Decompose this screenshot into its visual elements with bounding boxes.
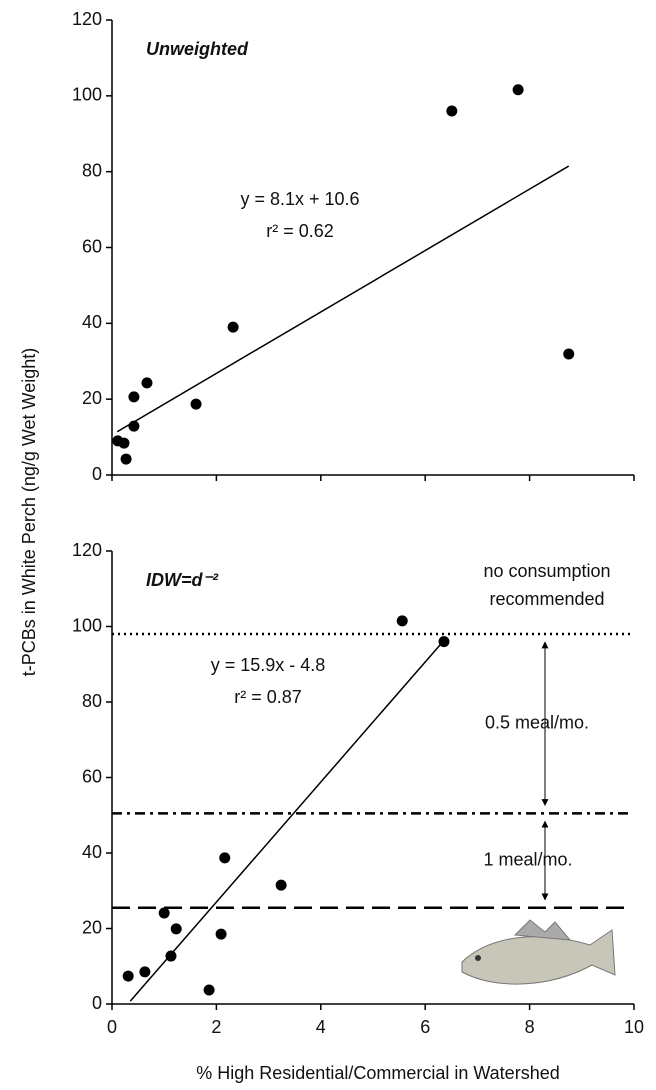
annotation: recommended: [489, 589, 604, 609]
data-point: [170, 923, 182, 935]
y-tick-label: 100: [72, 615, 102, 635]
fit-equation: y = 15.9x - 4.8: [211, 655, 326, 675]
data-point: [275, 879, 287, 891]
y-tick-label: 20: [82, 388, 102, 408]
data-point: [158, 907, 170, 919]
fit-r2: r² = 0.62: [266, 221, 334, 241]
annotation: 0.5 meal/mo.: [485, 712, 589, 732]
y-tick-label: 60: [82, 766, 102, 786]
data-point: [563, 348, 575, 360]
data-point: [219, 852, 231, 864]
x-tick-label: 6: [420, 1017, 430, 1037]
y-tick-label: 120: [72, 9, 102, 29]
data-point: [190, 398, 202, 410]
data-point: [128, 420, 140, 432]
y-tick-label: 100: [72, 85, 102, 105]
data-point: [141, 377, 153, 389]
y-tick-label: 120: [72, 540, 102, 560]
x-tick-label: 8: [525, 1017, 535, 1037]
y-tick-label: 0: [92, 464, 102, 484]
data-point: [118, 437, 130, 449]
data-point: [446, 105, 458, 117]
fit-r2: r² = 0.87: [234, 687, 302, 707]
data-point: [139, 966, 151, 978]
y-tick-label: 80: [82, 691, 102, 711]
annotation: 1 meal/mo.: [483, 849, 572, 869]
x-tick-label: 0: [107, 1017, 117, 1037]
data-point: [396, 615, 408, 627]
regression-line: [116, 165, 570, 433]
data-point: [203, 984, 215, 996]
data-point: [128, 391, 140, 403]
y-tick-label: 40: [82, 312, 102, 332]
regression-line: [129, 640, 445, 1002]
x-tick-label: 2: [211, 1017, 221, 1037]
panel-label: IDW=d⁻²: [146, 570, 219, 590]
x-tick-label: 4: [316, 1017, 326, 1037]
x-tick-label: 10: [624, 1017, 644, 1037]
data-point: [512, 84, 524, 96]
fish-illustration: [461, 919, 616, 985]
y-tick-label: 80: [82, 160, 102, 180]
y-tick-label: 0: [92, 993, 102, 1013]
panel-label: Unweighted: [146, 39, 249, 59]
data-point: [120, 453, 132, 465]
data-point: [438, 636, 450, 648]
fit-equation: y = 8.1x + 10.6: [240, 189, 359, 209]
data-point: [122, 970, 134, 982]
data-point: [165, 950, 177, 962]
data-point: [227, 321, 239, 333]
x-axis-label: % High Residential/Commercial in Watersh…: [196, 1063, 559, 1083]
data-point: [215, 928, 227, 940]
y-tick-label: 20: [82, 917, 102, 937]
y-axis-label: t-PCBs in White Perch (ng/g Wet Weight): [19, 348, 39, 676]
annotation: no consumption: [483, 561, 610, 581]
y-tick-label: 40: [82, 842, 102, 862]
y-tick-label: 60: [82, 236, 102, 256]
